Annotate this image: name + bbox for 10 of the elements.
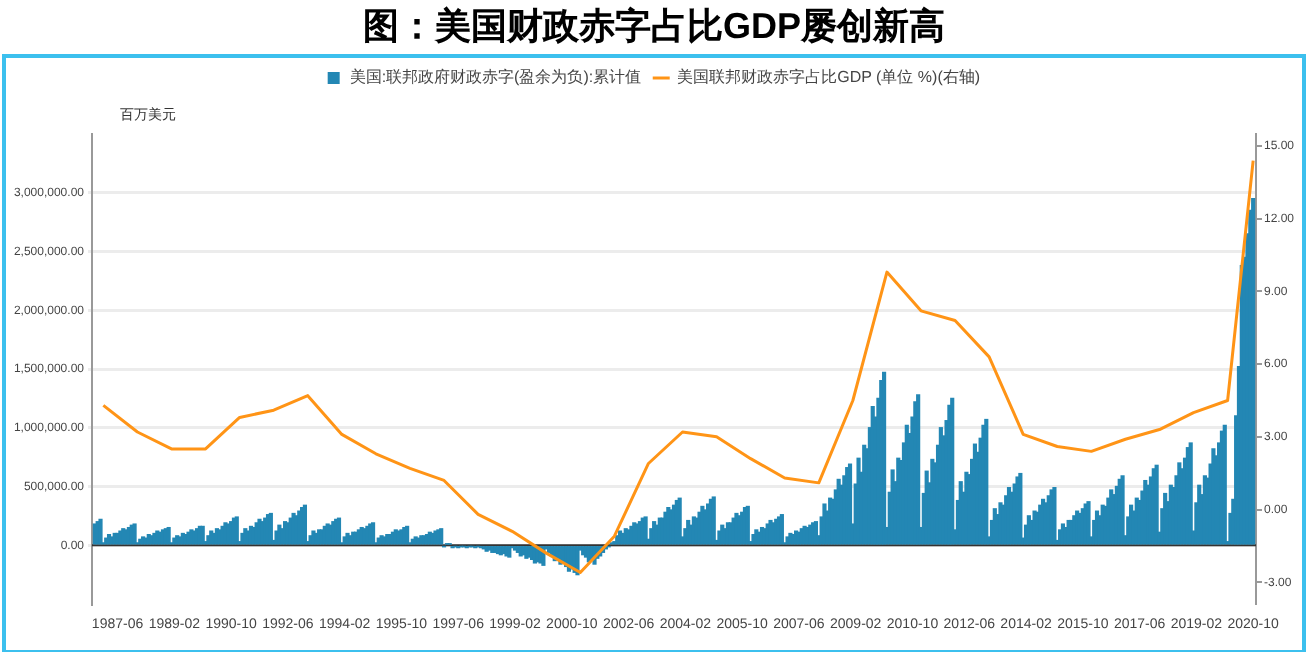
legend-label: 美国联邦财政赤字占比GDP (单位 %)(右轴) [677,68,981,87]
bar [1188,442,1193,545]
chart-title: 图：美国财政赤字占比GDP屡创新高 [360,4,947,50]
bar [882,371,887,545]
bar [1251,197,1256,545]
bar [950,397,955,545]
bar [1222,424,1227,545]
bar [916,394,921,545]
bar [984,418,989,545]
legend-label: 美国:联邦政府财政赤字(盈余为负):累计值 [349,68,642,87]
